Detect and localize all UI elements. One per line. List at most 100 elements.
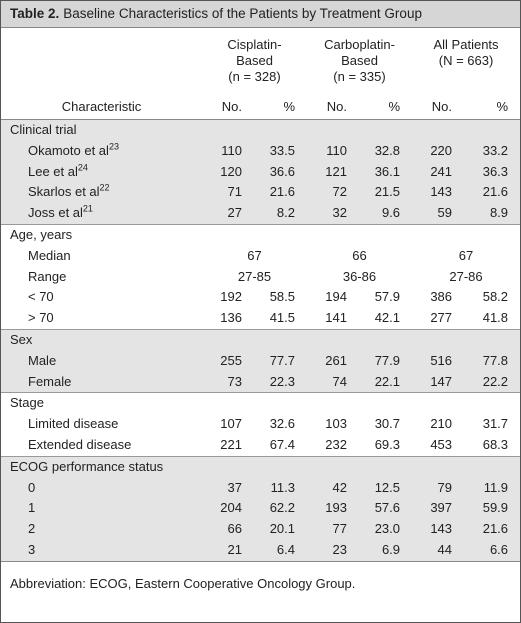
cell: 71 — [202, 182, 254, 204]
cell: 22.3 — [254, 371, 307, 393]
column-header: No. — [412, 93, 465, 120]
group-header: All Patients (N = 663) — [412, 28, 520, 93]
cell: 12.5 — [359, 477, 413, 499]
cell: 67 — [247, 247, 262, 263]
data-row: Limited disease 107 32.6 103 30.7 210 31.7 — [1, 414, 520, 435]
data-row: Male 255 77.7 261 77.9 516 77.8 — [1, 350, 520, 372]
cell: 107 — [220, 416, 242, 432]
row-label: < 70 — [1, 287, 202, 308]
group-header-line: (N = 663) — [438, 53, 494, 68]
row-label-text: Skarlos et al — [28, 184, 100, 200]
row-label-text: Male — [28, 352, 57, 368]
cell: 41.5 — [269, 310, 295, 326]
cell: 42 — [307, 477, 359, 499]
row-label: > 70 — [1, 308, 202, 329]
row-label-text: Limited disease — [28, 416, 119, 432]
row-label-text: Extended disease — [28, 436, 132, 452]
cell: 397 — [412, 498, 465, 520]
cell: 11.3 — [254, 477, 307, 499]
section-row: Age, years — [1, 223, 520, 246]
cell: 27 — [202, 203, 254, 225]
cell: 68.3 — [482, 436, 509, 452]
data-row: < 70 192 58.5 194 57.9 386 58.2 — [1, 287, 520, 308]
group-header-line: Based — [236, 53, 273, 68]
row-label-text: < 70 — [28, 289, 54, 305]
cell: 453 — [430, 436, 453, 452]
section-row: ECOG performance status — [1, 455, 520, 478]
row-label-text: 0 — [28, 479, 36, 495]
cell: 141 — [325, 310, 347, 326]
row-label: 1 — [1, 498, 202, 520]
cell: 59.9 — [464, 498, 520, 520]
row-label: 0 — [1, 477, 202, 499]
cell: 21.5 — [359, 182, 413, 204]
row-label: Limited disease — [1, 414, 202, 435]
row-label: Joss et al21 — [1, 203, 202, 225]
cell: 66 — [202, 519, 254, 540]
data-row: 0 37 11.3 42 12.5 79 11.9 — [1, 477, 520, 499]
cell: 11.9 — [464, 477, 520, 499]
cell: 79 — [412, 477, 465, 499]
cell: 20.1 — [254, 519, 307, 540]
cell: 32 — [307, 203, 359, 225]
column-header-row: Characteristic No.% No.% No.% — [1, 93, 520, 120]
reference: 23 — [108, 141, 119, 152]
cell: 21.6 — [464, 182, 520, 204]
cell: 192 — [220, 289, 242, 305]
cell: 210 — [430, 416, 453, 432]
cell: 44 — [412, 539, 465, 561]
cell: 42.1 — [374, 310, 401, 326]
group-header: Cisplatin- Based (n = 328) — [202, 28, 307, 93]
cell: 58.5 — [269, 289, 295, 305]
cell: 77.8 — [464, 350, 520, 372]
cell: 72 — [307, 182, 359, 204]
cell: 31.7 — [482, 416, 509, 432]
row-label-text: 2 — [28, 521, 36, 537]
reference: 22 — [99, 183, 110, 194]
cell: 8.2 — [254, 203, 307, 225]
row-label-text: Median — [28, 247, 71, 263]
cell: 73 — [202, 371, 254, 393]
data-row: 1 204 62.2 193 57.6 397 59.9 — [1, 498, 520, 520]
cell: 136 — [220, 310, 242, 326]
row-label-text: Range — [28, 268, 67, 284]
group-header-line: Based — [341, 53, 378, 68]
blank — [1, 28, 202, 93]
group-header-line: (n = 335) — [333, 69, 386, 84]
row-label: Female — [1, 371, 202, 393]
cell: 193 — [307, 498, 359, 520]
cell: 143 — [412, 519, 465, 540]
data-row: Range 27-85 36-86 27-86 — [1, 267, 520, 288]
cell: 62.2 — [254, 498, 307, 520]
cell: 30.7 — [374, 416, 401, 432]
cell: 143 — [412, 182, 465, 204]
column-header: No. — [307, 93, 359, 120]
cell: 6.6 — [464, 539, 520, 561]
cell: 37 — [202, 477, 254, 499]
cell: 69.3 — [374, 436, 401, 452]
cell: 9.6 — [359, 203, 413, 225]
cell: 232 — [325, 436, 347, 452]
data-row: > 70 136 41.5 141 42.1 277 41.8 — [1, 308, 520, 329]
row-label: Extended disease — [1, 435, 202, 456]
reference: 24 — [77, 162, 88, 173]
row-label-text: Okamoto et al — [28, 142, 109, 158]
cell: 386 — [430, 289, 453, 305]
row-label: 3 — [1, 539, 202, 561]
data-row: Lee et al24 120 36.6 121 36.1 241 36.3 — [1, 161, 520, 183]
table-title: Baseline Characteristics of the Patients… — [63, 6, 422, 21]
cell: 59 — [412, 203, 465, 225]
group-header-line: (n = 328) — [228, 69, 281, 84]
cell: 36.1 — [359, 161, 413, 183]
cell: 6.9 — [359, 539, 413, 561]
cell: 33.5 — [254, 140, 307, 162]
cell: 77 — [307, 519, 359, 540]
cell: 32.8 — [359, 140, 413, 162]
table: Cisplatin- Based (n = 328) Carboplatin- Base… — [1, 28, 520, 561]
section-title: Stage — [1, 392, 520, 415]
row-label-text: 1 — [28, 500, 36, 516]
cell: 41.8 — [482, 310, 509, 326]
row-label-text: > 70 — [28, 310, 54, 326]
data-row: Joss et al21 27 8.2 32 9.6 59 8.9 — [1, 203, 520, 225]
column-header: No. — [202, 93, 254, 120]
